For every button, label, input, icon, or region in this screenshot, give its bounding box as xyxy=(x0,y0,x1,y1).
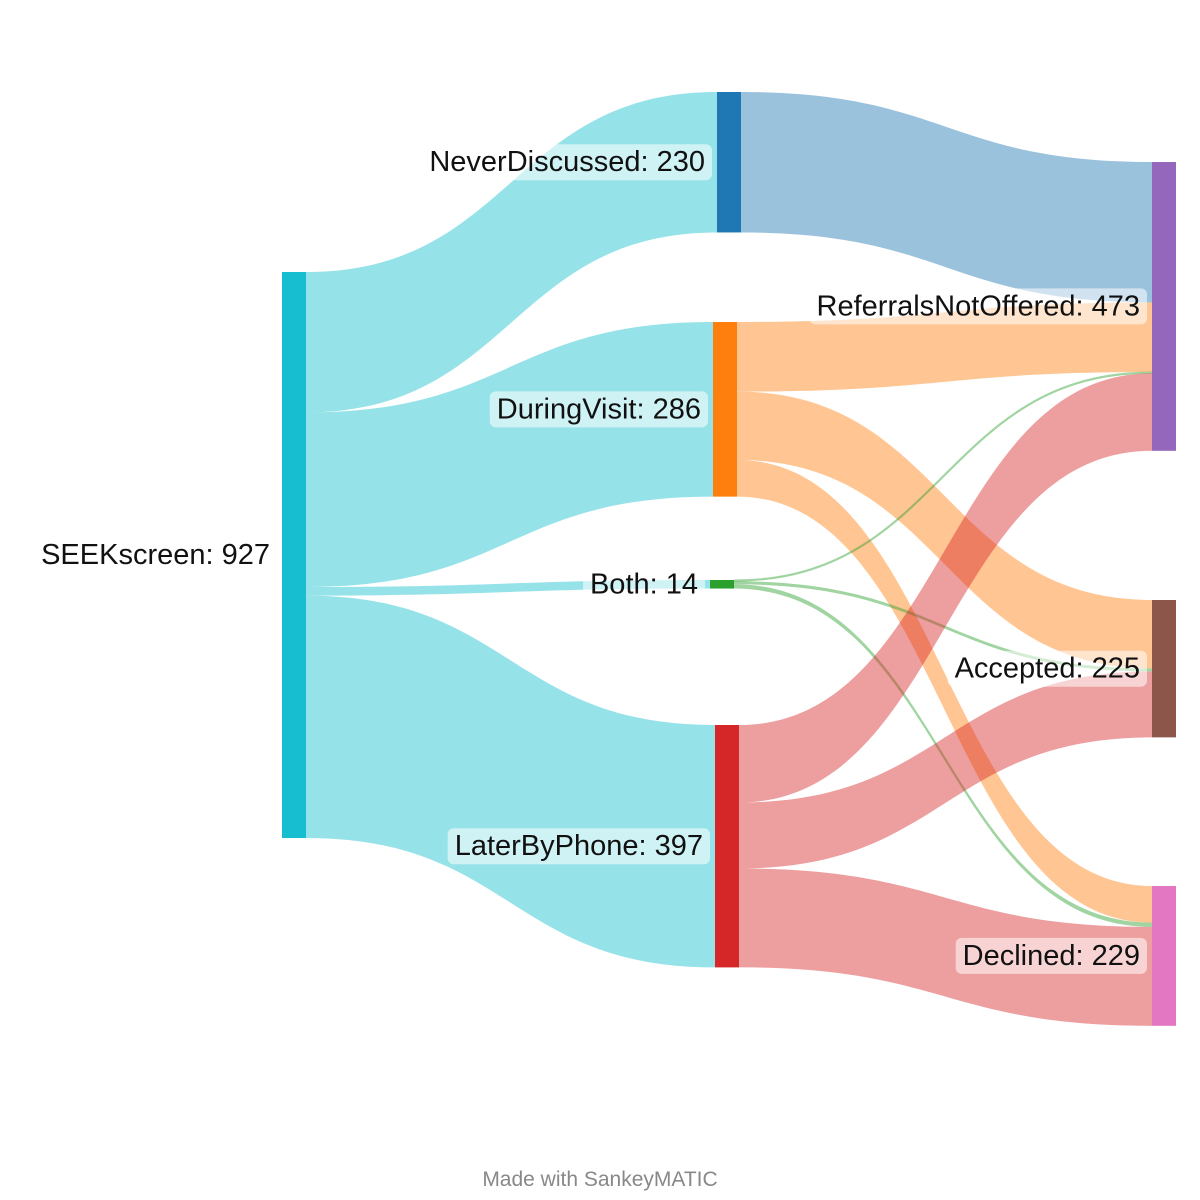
node-label-both: Both: 14 xyxy=(590,568,698,600)
node-label-background xyxy=(955,937,1147,974)
sankey-nodes xyxy=(282,92,1176,1026)
link-seekscreen-to-later-by-phone xyxy=(306,595,715,968)
link-during-visit-to-declined xyxy=(737,459,1152,923)
credit-text: Made with SankeyMATIC xyxy=(482,1168,718,1191)
node-never-discussed xyxy=(717,92,741,233)
link-later-by-phone-to-referrals-not-offered xyxy=(739,373,1152,803)
link-later-by-phone-to-accepted xyxy=(739,671,1152,869)
link-during-visit-to-referrals-not-offered xyxy=(737,302,1152,392)
node-label-declined: Declined: 229 xyxy=(963,940,1140,972)
node-label-background xyxy=(447,828,710,865)
node-label-referrals-not-offered: ReferralsNotOffered: 473 xyxy=(817,290,1140,322)
link-later-by-phone-to-declined xyxy=(739,868,1152,1026)
node-label-never-discussed: NeverDiscussed: 230 xyxy=(429,146,705,178)
sankey-links xyxy=(306,92,1153,1026)
node-later-by-phone xyxy=(715,725,739,968)
node-label-accepted: Accepted: 225 xyxy=(955,653,1140,685)
link-both-to-referrals-not-offered xyxy=(733,371,1153,582)
sankey-labels: SEEKscreen: 927 NeverDiscussed: 230 During… xyxy=(41,144,1147,974)
node-label-background xyxy=(947,650,1147,687)
link-during-visit-to-accepted xyxy=(737,391,1152,669)
node-label-background xyxy=(582,566,705,603)
link-both-to-declined xyxy=(734,584,1152,927)
link-both-to-accepted xyxy=(734,581,1152,672)
node-accepted xyxy=(1152,600,1176,738)
node-label-background xyxy=(489,391,708,428)
node-label-during-visit: DuringVisit: 286 xyxy=(497,393,701,425)
node-seekscreen xyxy=(282,272,306,839)
node-label-later-by-phone: LaterByPhone: 397 xyxy=(455,830,703,862)
node-label-background xyxy=(422,144,712,181)
link-seekscreen-to-during-visit xyxy=(306,322,713,588)
node-label-background xyxy=(809,288,1147,325)
node-declined xyxy=(1152,886,1176,1026)
link-never-discussed-to-referrals-not-offered xyxy=(741,92,1152,303)
node-label-seekscreen: SEEKscreen: 927 xyxy=(41,539,270,571)
node-referrals-not-offered xyxy=(1152,162,1176,451)
node-during-visit xyxy=(713,322,737,497)
node-both xyxy=(710,580,734,589)
